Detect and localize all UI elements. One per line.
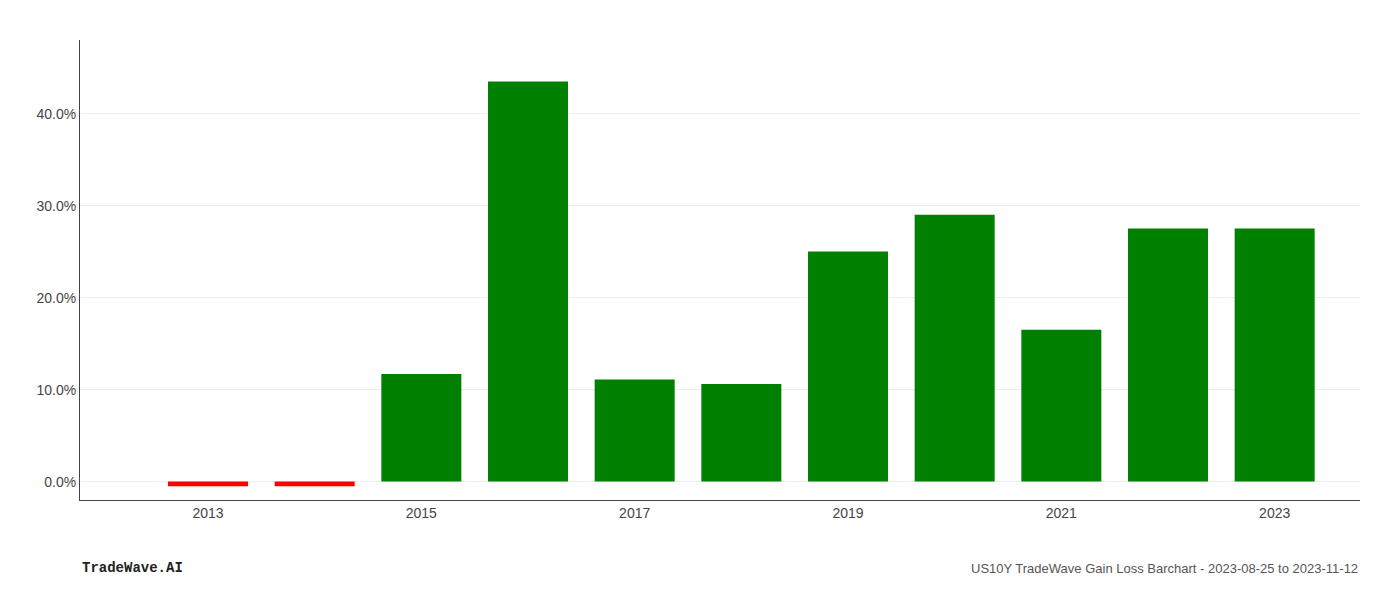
svg-text:30.0%: 30.0%: [36, 198, 76, 214]
svg-text:2015: 2015: [406, 505, 437, 521]
svg-text:2013: 2013: [192, 505, 223, 521]
svg-text:2023: 2023: [1259, 505, 1290, 521]
svg-text:20.0%: 20.0%: [36, 290, 76, 306]
svg-text:US10Y TradeWave Gain Loss Barc: US10Y TradeWave Gain Loss Barchart - 202…: [971, 561, 1358, 576]
svg-text:0.0%: 0.0%: [44, 474, 76, 490]
svg-text:2019: 2019: [832, 505, 863, 521]
svg-text:2021: 2021: [1046, 505, 1077, 521]
svg-text:2017: 2017: [619, 505, 650, 521]
svg-text:40.0%: 40.0%: [36, 106, 76, 122]
svg-text:TradeWave.AI: TradeWave.AI: [82, 560, 183, 576]
svg-text:10.0%: 10.0%: [36, 382, 76, 398]
